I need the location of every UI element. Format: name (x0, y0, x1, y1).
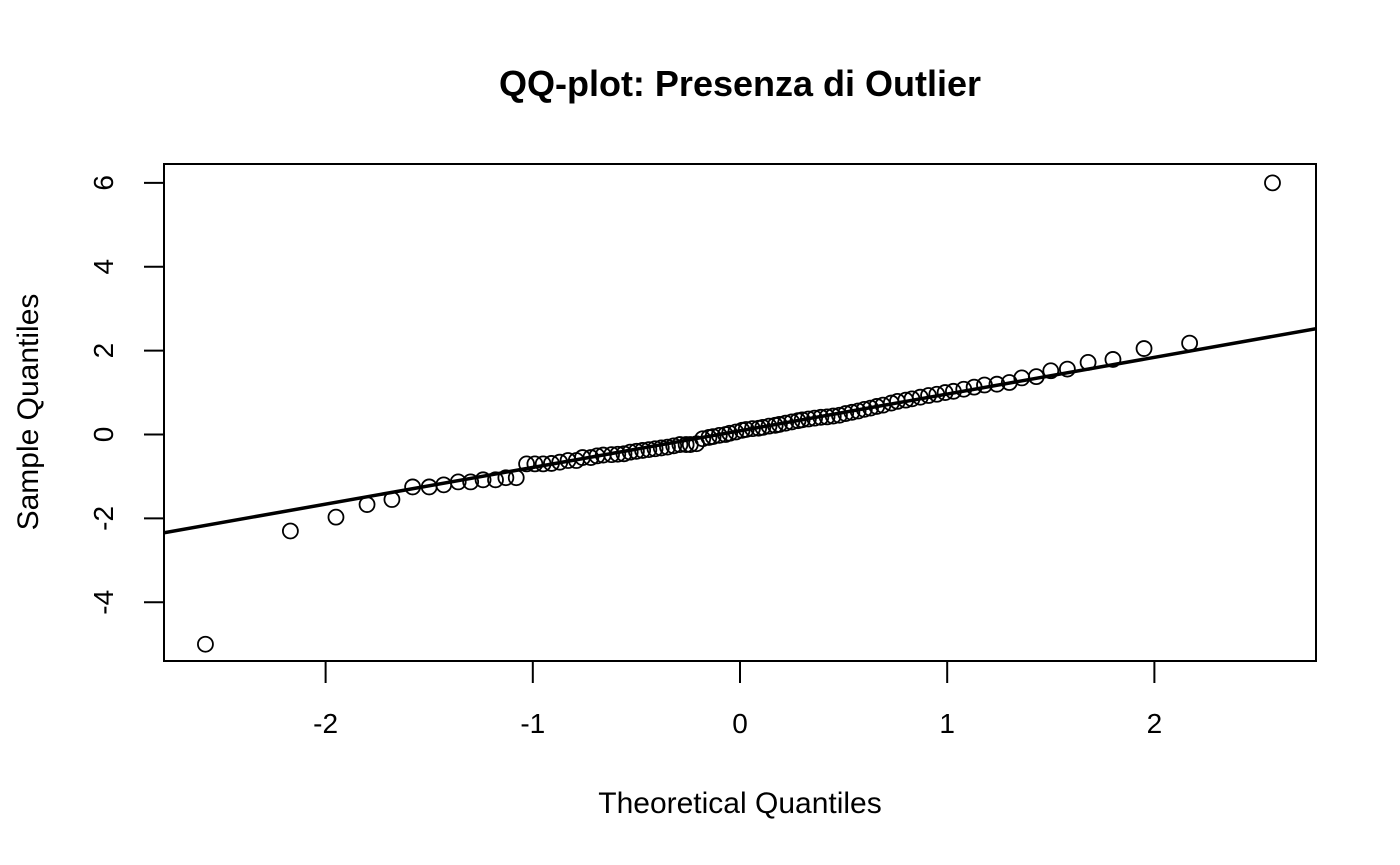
data-point (911, 388, 929, 406)
data-point (783, 413, 801, 431)
data-point (1079, 353, 1097, 371)
qq-reference-line (164, 326, 1316, 535)
data-point (849, 402, 867, 420)
data-point (404, 478, 422, 496)
x-tick-label: -2 (313, 708, 338, 739)
data-point (936, 384, 954, 401)
data-point (965, 378, 983, 396)
data-point (197, 635, 214, 653)
plot-area (164, 174, 1316, 653)
data-point (760, 417, 778, 435)
data-point (449, 473, 467, 491)
data-point (582, 449, 600, 466)
data-point (955, 380, 973, 398)
data-point (928, 385, 946, 403)
data-point (518, 455, 535, 473)
data-point (721, 424, 739, 442)
data-point (603, 446, 620, 464)
data-point (1264, 174, 1281, 192)
y-tick-label: 2 (88, 343, 119, 359)
x-axis-label: Theoretical Quantiles (598, 787, 881, 820)
data-point (1104, 351, 1122, 368)
y-tick-label: -2 (88, 506, 119, 531)
data-point (976, 376, 993, 394)
data-point (754, 418, 772, 436)
chart-title: QQ-plot: Presenza di Outlier (499, 63, 981, 104)
data-point (551, 453, 569, 471)
data-point (497, 469, 515, 487)
x-axis: -2 -1 0 1 2 (313, 661, 1162, 739)
data-point (737, 421, 755, 438)
data-point (1027, 368, 1045, 386)
data-point (744, 420, 761, 438)
data-point (671, 436, 689, 453)
data-point (727, 423, 745, 441)
y-tick-label: 4 (88, 259, 119, 275)
data-point (831, 406, 848, 424)
data-point (1042, 362, 1060, 380)
data-point (799, 410, 817, 428)
data-point (534, 455, 552, 473)
data-point (634, 442, 652, 459)
data-point (628, 442, 645, 460)
data-point (945, 382, 962, 400)
x-tick-label: 1 (939, 708, 955, 739)
data-point (652, 439, 670, 457)
data-point (665, 437, 683, 455)
data-point (862, 399, 879, 417)
data-point (358, 496, 376, 513)
data-point (837, 405, 855, 422)
data-point (694, 430, 712, 448)
data-point (646, 440, 664, 458)
x-tick-label: -1 (520, 708, 545, 739)
data-point (474, 471, 492, 489)
data-point (770, 416, 788, 433)
data-point (1135, 340, 1153, 357)
y-tick-label: 6 (88, 175, 119, 191)
data-point (609, 445, 627, 463)
data-point (777, 414, 794, 432)
data-point (818, 408, 836, 426)
data-point (855, 400, 873, 418)
x-tick-label: 0 (732, 708, 748, 739)
data-point (383, 491, 401, 508)
data-point (812, 408, 830, 426)
data-point (543, 455, 560, 472)
data-point (988, 375, 1006, 393)
data-point (615, 445, 633, 463)
data-point (824, 407, 842, 425)
y-tick-label: 0 (88, 427, 119, 443)
data-point (793, 411, 811, 429)
y-axis-label: Sample Quantiles (12, 294, 45, 531)
data-point (1013, 369, 1031, 387)
data-point (462, 473, 480, 491)
data-point (640, 441, 658, 459)
data-point (677, 436, 695, 453)
data-point (621, 443, 639, 461)
data-point (526, 455, 544, 473)
x-tick-label: 2 (1147, 708, 1163, 739)
data-point (903, 390, 921, 408)
y-tick-label: -4 (88, 590, 119, 615)
data-point (920, 387, 937, 404)
data-point (507, 469, 525, 487)
data-point (487, 471, 504, 489)
data-point (704, 428, 722, 446)
data-point (1181, 334, 1199, 352)
data-point (843, 403, 861, 421)
data-point (710, 426, 728, 444)
plot-frame (163, 163, 1317, 662)
y-axis: -4 -2 0 2 4 6 (88, 175, 164, 615)
data-point (1058, 360, 1076, 378)
data-point (659, 438, 676, 456)
data-point (327, 508, 345, 526)
data-point (281, 522, 299, 540)
data-point (806, 409, 823, 427)
